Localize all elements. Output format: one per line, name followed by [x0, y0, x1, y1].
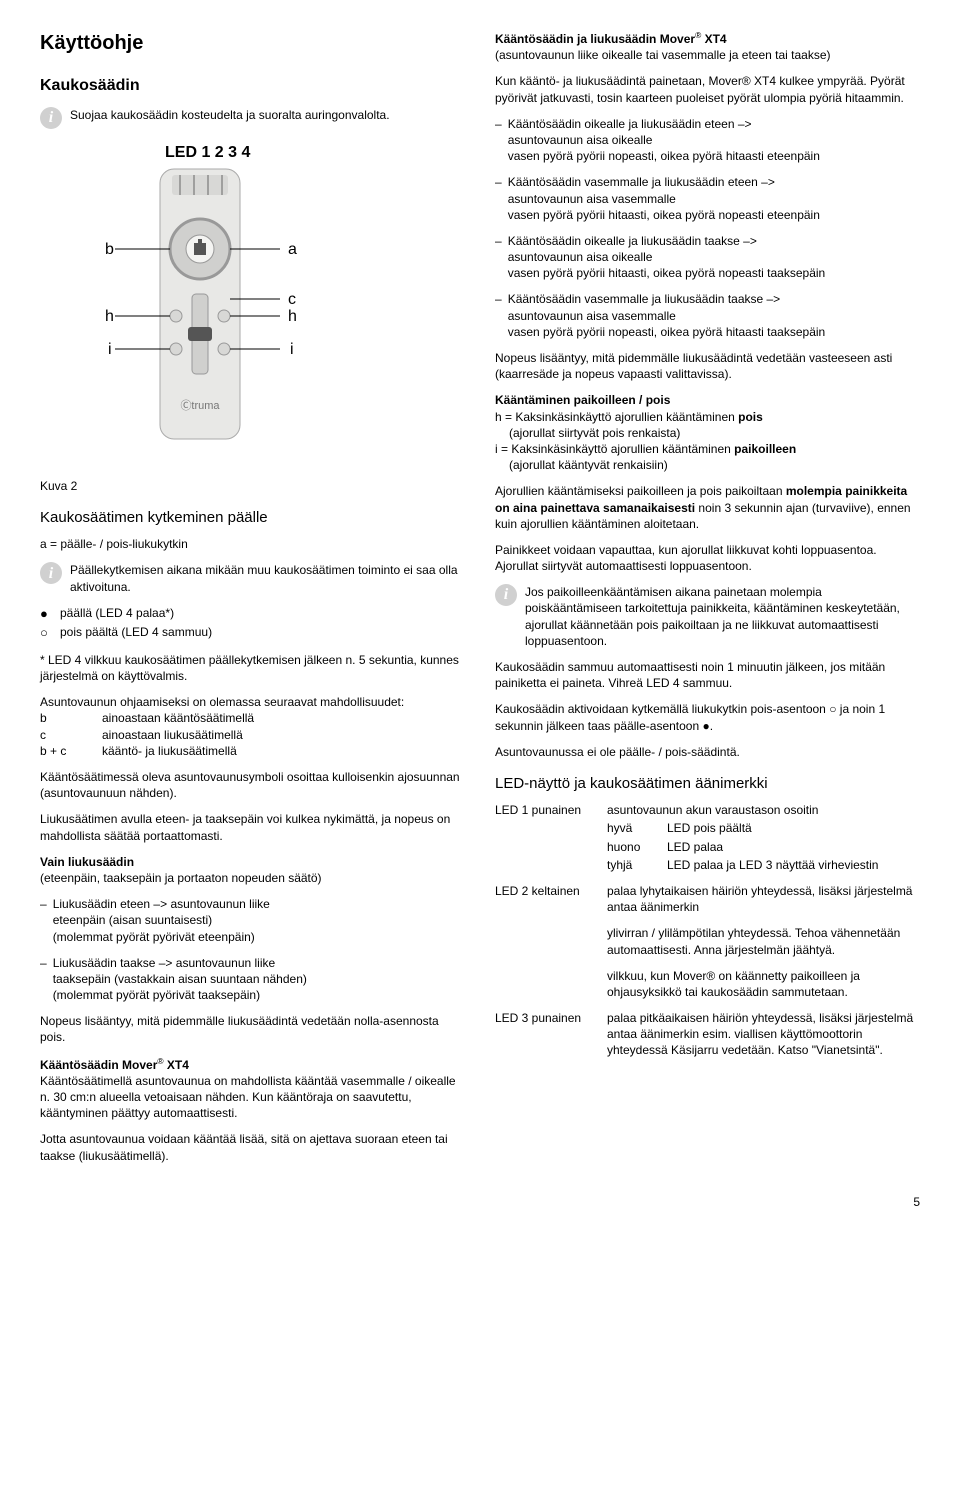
heading-kl-xt4: Kääntösäädin ja liukusäädin Mover® XT4: [495, 30, 920, 47]
heading-vain-liuku: Vain liukusäädin: [40, 854, 465, 870]
p-jotta: Jotta asuntovaunua voidaan kääntää lisää…: [40, 1131, 465, 1163]
kuva-label: Kuva 2: [40, 478, 465, 494]
p-aktivoidaan: Kaukosäädin aktivoidaan kytkemällä liuku…: [495, 701, 920, 733]
page-number: 5: [40, 1194, 920, 1210]
p-nopeus-kl: Nopeus lisääntyy, mitä pidemmälle liukus…: [495, 350, 920, 382]
p-nopeus-liuku: Nopeus lisääntyy, mitä pidemmälle liukus…: [40, 1013, 465, 1045]
led-label: LED 1 2 3 4: [165, 144, 250, 161]
ctrl-row: cainoastaan liukusäätimellä: [40, 727, 465, 743]
heading-kaanto-xt4: Kääntösäädin Mover® XT4: [40, 1056, 465, 1073]
info-icon: i: [40, 562, 62, 584]
ctrl-intro: Asuntovaunun ohjaamiseksi on olemassa se…: [40, 694, 465, 710]
p-liuku: Liukusäätimen avulla eteen- ja taaksepäi…: [40, 811, 465, 843]
heading-kaant-paik: Kääntäminen paikoilleen / pois: [495, 392, 920, 408]
heading-kytkeminen: Kaukosäätimen kytkeminen päälle: [40, 508, 465, 528]
led-row: LED 3 punainen palaa pitkäaikaisen häiri…: [495, 1010, 920, 1059]
heading-kaukosaadin: Kaukosäädin: [40, 75, 465, 97]
info-paalle: Päällekytkemisen aikana mikään muu kauko…: [70, 562, 465, 594]
info-suojaa: Suojaa kaukosäädin kosteudelta ja suoral…: [70, 107, 390, 123]
svg-text:h: h: [288, 308, 297, 325]
info-icon: i: [40, 107, 62, 129]
p-symboli: Kääntösäätimessä oleva asuntovaunusymbol…: [40, 769, 465, 801]
ctrl-row: bainoastaan kääntösäätimellä: [40, 710, 465, 726]
p-kaanto-xt4: Kääntösäätimellä asuntovaunua on mahdoll…: [40, 1073, 465, 1122]
info-jos: Jos paikoilleenkääntämisen aikana painet…: [525, 584, 920, 649]
hp-h2: (ajorullat siirtyvät pois renkaista): [495, 425, 920, 441]
vain-liuku-sub: (eteenpäin, taaksepäin ja portaaton nope…: [40, 870, 465, 886]
kl-sub: (asuntovaunun liike oikealle tai vasemma…: [495, 47, 920, 63]
svg-text:Ⓒtruma: Ⓒtruma: [180, 399, 220, 412]
dash-item: – Kääntösäädin vasemmalle ja liukusäädin…: [495, 174, 920, 223]
remote-diagram: LED 1 2 3 4: [70, 139, 465, 463]
svg-text:h: h: [105, 308, 114, 325]
p-ei-saad: Asuntovaunussa ei ole päälle- / pois-sää…: [495, 744, 920, 760]
hp-i: i = Kaksinkäsinkäyttö ajorullien kääntäm…: [495, 441, 920, 457]
dash-item: – Kääntösäädin oikealle ja liukusäädin t…: [495, 233, 920, 282]
dash-item: – Liukusäädin taakse –> asuntovaunun lii…: [40, 955, 465, 1004]
hp-i2: (ajorullat kääntyvät renkaisiin): [495, 457, 920, 473]
dash-item: – Kääntösäädin oikealle ja liukusäädin e…: [495, 116, 920, 165]
p-kun: Kun kääntö- ja liukusäädintä painetaan, …: [495, 73, 920, 105]
bullet-on: ● päällä (LED 4 palaa*): [40, 605, 465, 623]
led-row: LED 2 keltainen palaa lyhytaikaisen häir…: [495, 883, 920, 1000]
ctrl-row: b + ckääntö- ja liukusäätimellä: [40, 743, 465, 759]
bullet-solid-icon: ●: [40, 605, 52, 623]
bullet-hollow-icon: ○: [40, 624, 52, 642]
p-sammuu: Kaukosäädin sammuu automaattisesti noin …: [495, 659, 920, 691]
svg-text:b: b: [105, 241, 114, 258]
dash-item: – Kääntösäädin vasemmalle ja liukusäädin…: [495, 291, 920, 340]
heading-led: LED-näyttö ja kaukosäätimen äänimerkki: [495, 774, 920, 794]
svg-text:i: i: [290, 341, 294, 358]
hp-h: h = Kaksinkäsinkäyttö ajorullien kääntäm…: [495, 409, 920, 425]
heading-kayttoohje: Käyttöohje: [40, 30, 465, 57]
a-desc: a = päälle- / pois-liukukytkin: [40, 536, 465, 552]
p-ajorullien: Ajorullien kääntämiseksi paikoilleen ja …: [495, 483, 920, 532]
svg-text:c: c: [288, 291, 296, 308]
led-row: LED 1 punainen asuntovaunun akun varaust…: [495, 802, 920, 873]
svg-text:a: a: [288, 241, 297, 258]
star-note: * LED 4 vilkkuu kaukosäätimen päällekytk…: [40, 652, 465, 684]
svg-text:i: i: [108, 341, 112, 358]
dash-item: – Liukusäädin eteen –> asuntovaunun liik…: [40, 896, 465, 945]
info-icon: i: [495, 584, 517, 606]
p-painikkeet: Painikkeet voidaan vapauttaa, kun ajorul…: [495, 542, 920, 574]
bullet-off: ○ pois päältä (LED 4 sammuu): [40, 624, 465, 642]
